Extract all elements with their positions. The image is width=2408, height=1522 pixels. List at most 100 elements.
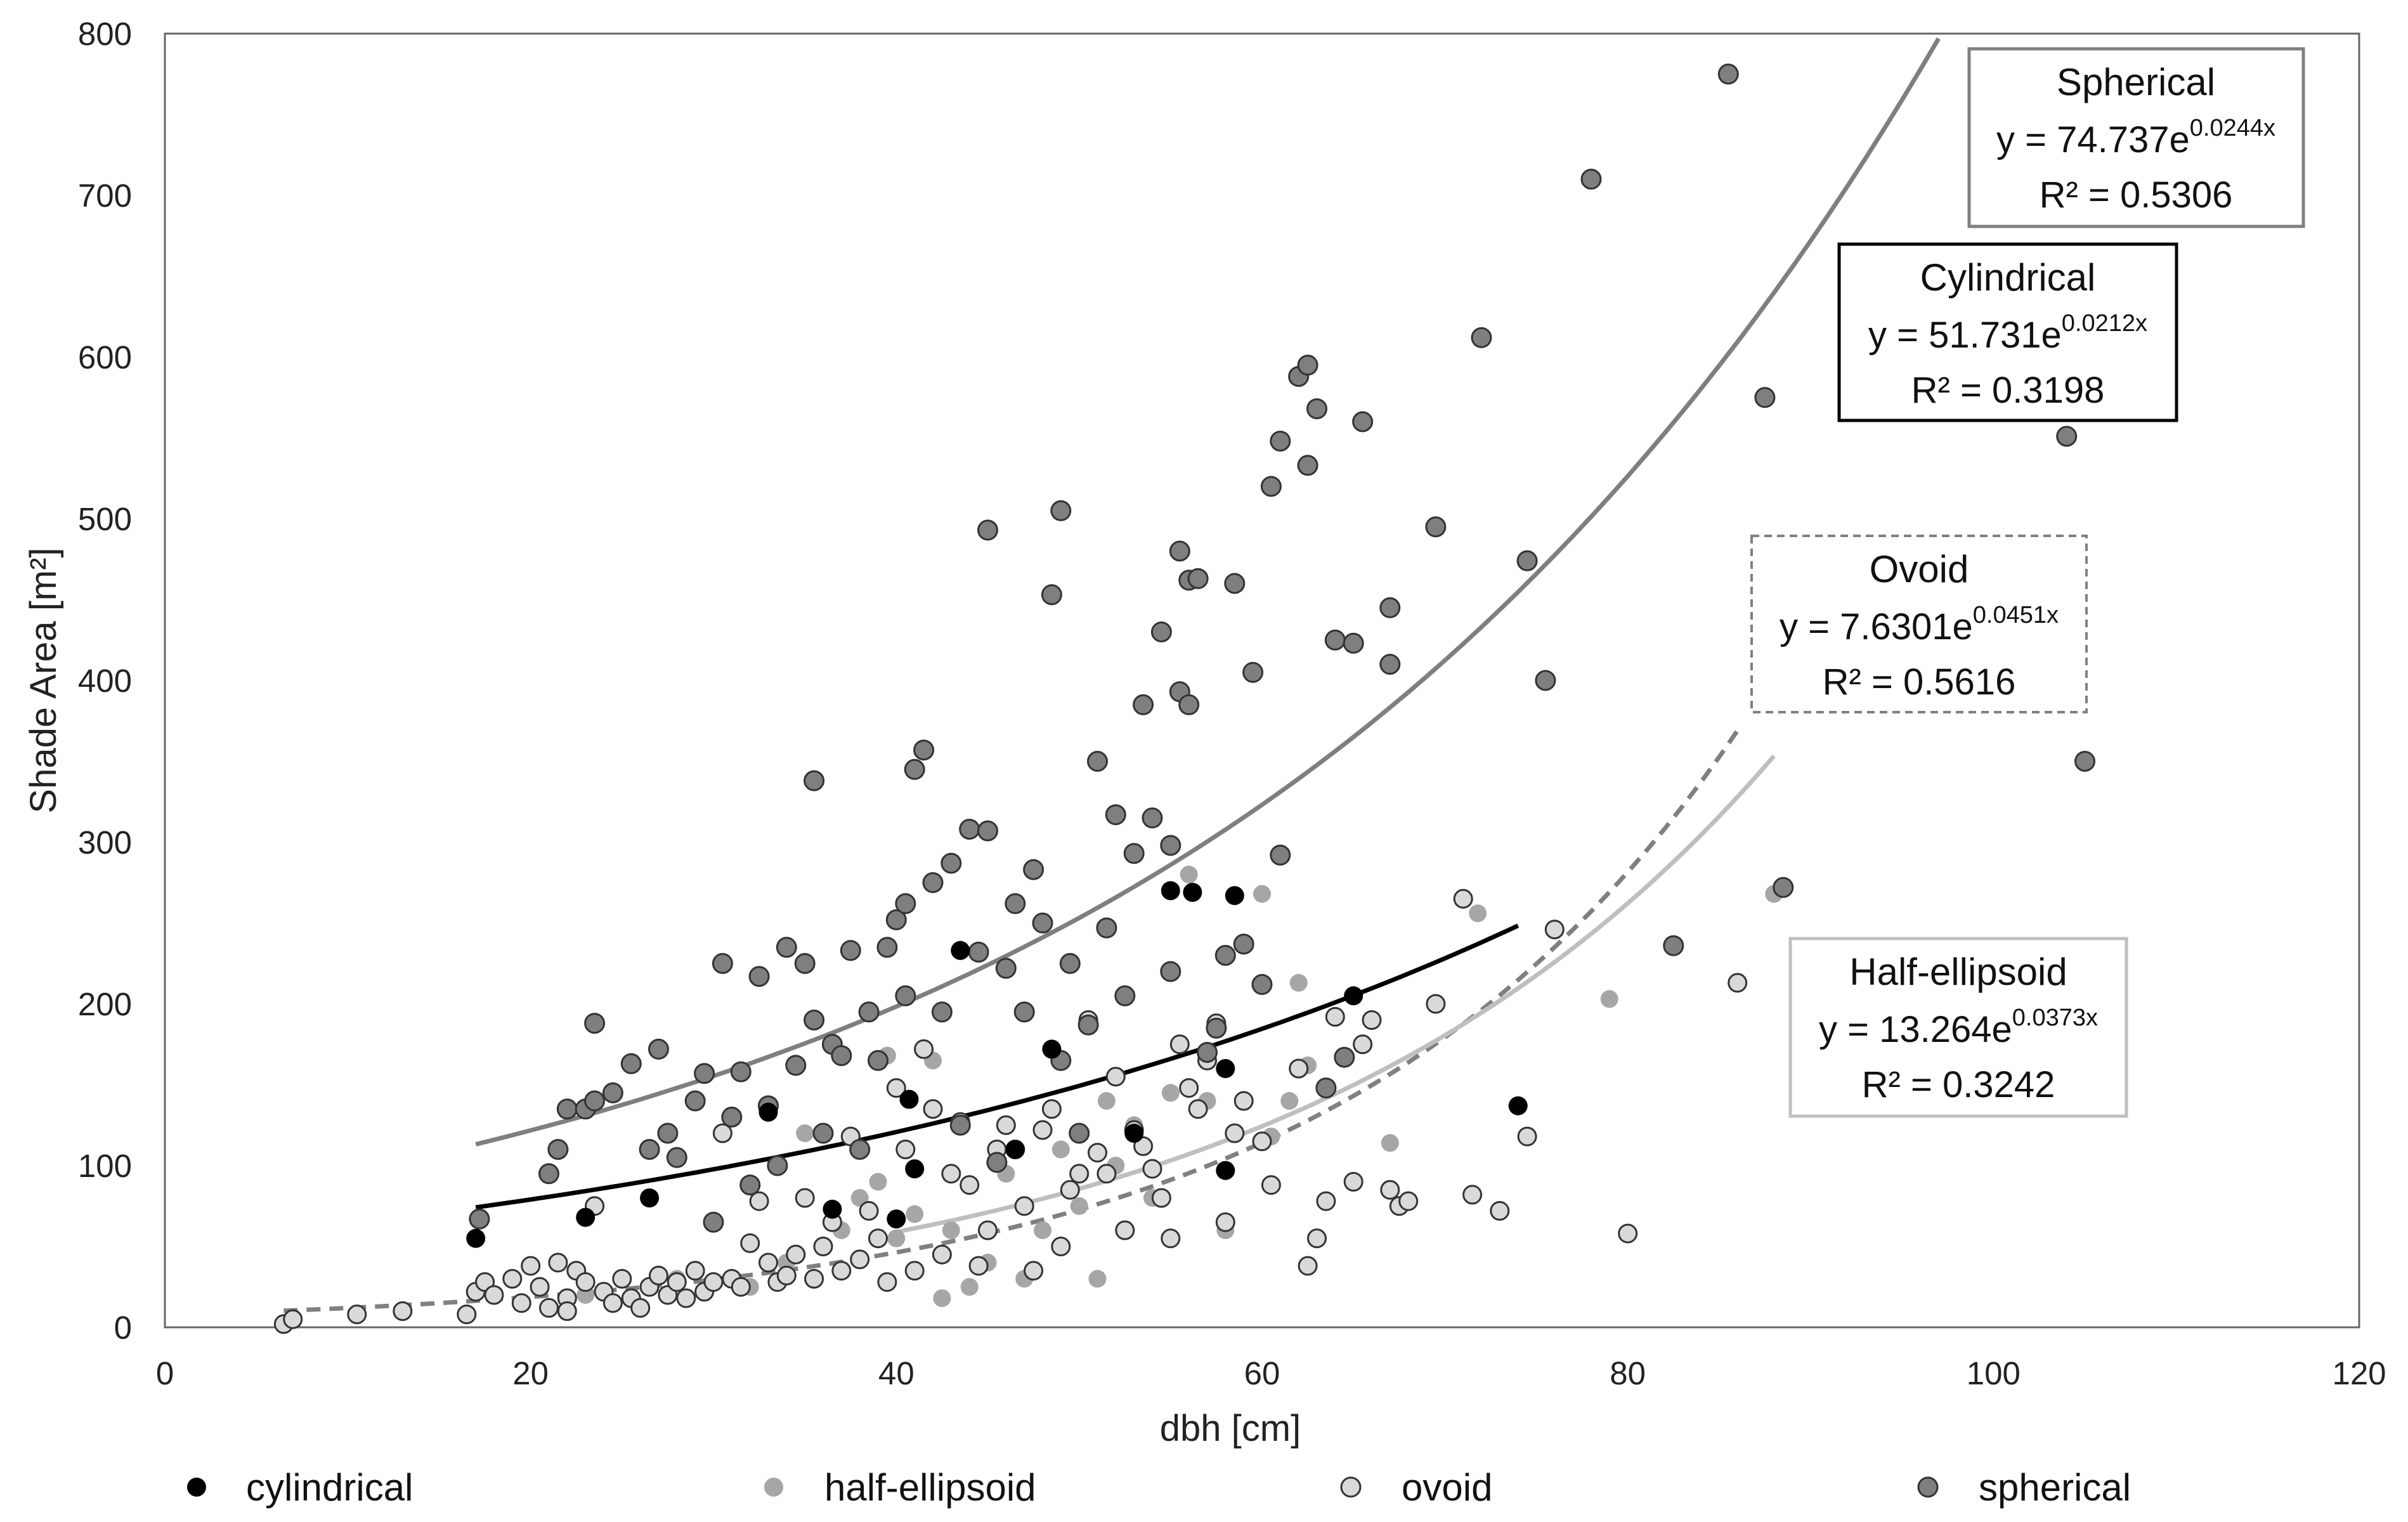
r2-cylindrical: R² = 0.3198 — [1911, 370, 2105, 411]
point-ovoid-110 — [1728, 973, 1748, 993]
legend-marker-half-ellipsoid — [764, 1478, 783, 1497]
point-cylindrical-18 — [1508, 1096, 1528, 1115]
point-ovoid-83 — [1179, 1078, 1199, 1098]
x-tick-label-20: 20 — [512, 1355, 549, 1391]
y-tick-label-500: 500 — [78, 501, 132, 537]
point-half-ellipsoid-21 — [1088, 1270, 1107, 1288]
point-ovoid-90 — [1252, 1131, 1272, 1152]
point-ovoid-88 — [1225, 1123, 1245, 1143]
point-spherical-51 — [1005, 893, 1026, 914]
point-cylindrical-9 — [1005, 1140, 1025, 1159]
point-spherical-38 — [895, 985, 916, 1006]
equation-box-cylindrical: Cylindrical y = 51.731e0.0212x R² = 0.31… — [1837, 242, 2178, 422]
point-ovoid-56 — [932, 1244, 952, 1265]
point-spherical-7 — [602, 1082, 623, 1103]
svg-text:y = 74.737e0.0244x: y = 74.737e0.0244x — [1996, 115, 2275, 160]
point-half-ellipsoid-12 — [933, 1289, 951, 1308]
point-ovoid-45 — [831, 1261, 852, 1281]
point-half-ellipsoid-10 — [906, 1205, 924, 1223]
point-ovoid-75 — [1105, 1067, 1126, 1087]
point-ovoid-4 — [457, 1304, 477, 1325]
point-spherical-102 — [1580, 169, 1602, 190]
point-ovoid-41 — [795, 1188, 815, 1208]
x-tick-label-40: 40 — [878, 1355, 914, 1391]
point-ovoid-65 — [1014, 1196, 1034, 1216]
point-ovoid-21 — [612, 1269, 632, 1289]
point-spherical-13 — [684, 1090, 706, 1112]
point-spherical-52 — [1013, 1001, 1035, 1023]
point-ovoid-35 — [740, 1233, 760, 1253]
point-ovoid-91 — [1261, 1175, 1281, 1195]
point-spherical-41 — [922, 872, 944, 894]
point-cylindrical-0 — [466, 1228, 486, 1248]
point-ovoid-81 — [1161, 1228, 1181, 1249]
point-ovoid-94 — [1307, 1228, 1327, 1249]
equation-cylindrical: y = 51.731e — [1868, 315, 2062, 356]
point-ovoid-2 — [347, 1304, 367, 1325]
point-ovoid-42 — [804, 1269, 824, 1289]
point-ovoid-34 — [731, 1277, 751, 1297]
point-cylindrical-8 — [951, 940, 970, 960]
point-half-ellipsoid-13 — [942, 1221, 960, 1239]
point-spherical-0 — [469, 1208, 490, 1230]
point-spherical-103 — [1717, 63, 1739, 85]
point-spherical-9 — [639, 1139, 660, 1160]
svg-text:y = 51.731e0.0212x: y = 51.731e0.0212x — [1868, 310, 2147, 356]
point-spherical-5 — [584, 1090, 606, 1112]
point-spherical-32 — [849, 1139, 871, 1160]
point-spherical-105 — [1773, 876, 1794, 898]
point-ovoid-105 — [1462, 1185, 1483, 1205]
y-tick-label-200: 200 — [78, 986, 132, 1022]
point-spherical-67 — [1142, 807, 1163, 829]
point-cylindrical-14 — [1216, 1059, 1235, 1078]
point-spherical-27 — [804, 770, 825, 791]
r2-half-ellipsoid: R² = 0.3242 — [1862, 1064, 2055, 1105]
point-ovoid-32 — [712, 1123, 732, 1143]
point-cylindrical-5 — [887, 1209, 906, 1229]
point-ovoid-12 — [539, 1298, 559, 1318]
point-ovoid-107 — [1517, 1126, 1537, 1147]
point-spherical-11 — [657, 1122, 679, 1144]
point-spherical-83 — [1260, 476, 1282, 497]
y-tick-label-100: 100 — [78, 1148, 132, 1184]
point-ovoid-70 — [1060, 1180, 1080, 1200]
point-ovoid-73 — [1088, 1143, 1107, 1163]
point-ovoid-54 — [914, 1039, 934, 1059]
point-ovoid-17 — [575, 1272, 595, 1292]
point-spherical-35 — [876, 937, 898, 958]
point-ovoid-51 — [886, 1078, 906, 1098]
point-spherical-98 — [1471, 327, 1492, 348]
point-ovoid-31 — [703, 1272, 724, 1292]
point-ovoid-60 — [968, 1256, 989, 1276]
point-spherical-28 — [812, 1122, 834, 1144]
point-ovoid-59 — [960, 1175, 980, 1195]
point-spherical-17 — [721, 1107, 743, 1128]
point-half-ellipsoid-18 — [1034, 1221, 1051, 1239]
scatter-point-layer — [273, 63, 2095, 1334]
point-ovoid-7 — [484, 1285, 504, 1305]
axis-tick-layer: 0 20 40 60 80 100 120 0 100 200 300 400 500 600 700 800 — [78, 16, 2386, 1391]
point-spherical-26 — [804, 1010, 825, 1031]
point-ovoid-13 — [548, 1252, 568, 1273]
svg-text:y = 7.6301e0.0451x: y = 7.6301e0.0451x — [1780, 602, 2059, 647]
point-spherical-1 — [538, 1163, 559, 1185]
y-tick-label-700: 700 — [78, 178, 132, 214]
point-spherical-75 — [1187, 568, 1209, 589]
legend-marker-ovoid — [1340, 1476, 1362, 1498]
point-spherical-77 — [1206, 1017, 1227, 1039]
point-spherical-82 — [1251, 973, 1273, 995]
point-spherical-76 — [1197, 1042, 1218, 1063]
equation-title-ovoid: Ovoid — [1870, 548, 1969, 590]
point-spherical-36 — [885, 909, 907, 930]
point-spherical-104 — [1754, 387, 1776, 408]
point-half-ellipsoid-36 — [1381, 1134, 1399, 1152]
equation-spherical: y = 74.737e — [1996, 119, 2190, 160]
point-ovoid-1 — [283, 1309, 303, 1329]
point-spherical-84 — [1270, 431, 1291, 452]
point-spherical-65 — [1123, 843, 1145, 864]
point-ovoid-40 — [786, 1244, 806, 1265]
point-spherical-85 — [1270, 844, 1291, 866]
y-tick-label-300: 300 — [78, 824, 132, 861]
point-spherical-20 — [748, 966, 770, 987]
point-spherical-78 — [1214, 945, 1236, 966]
